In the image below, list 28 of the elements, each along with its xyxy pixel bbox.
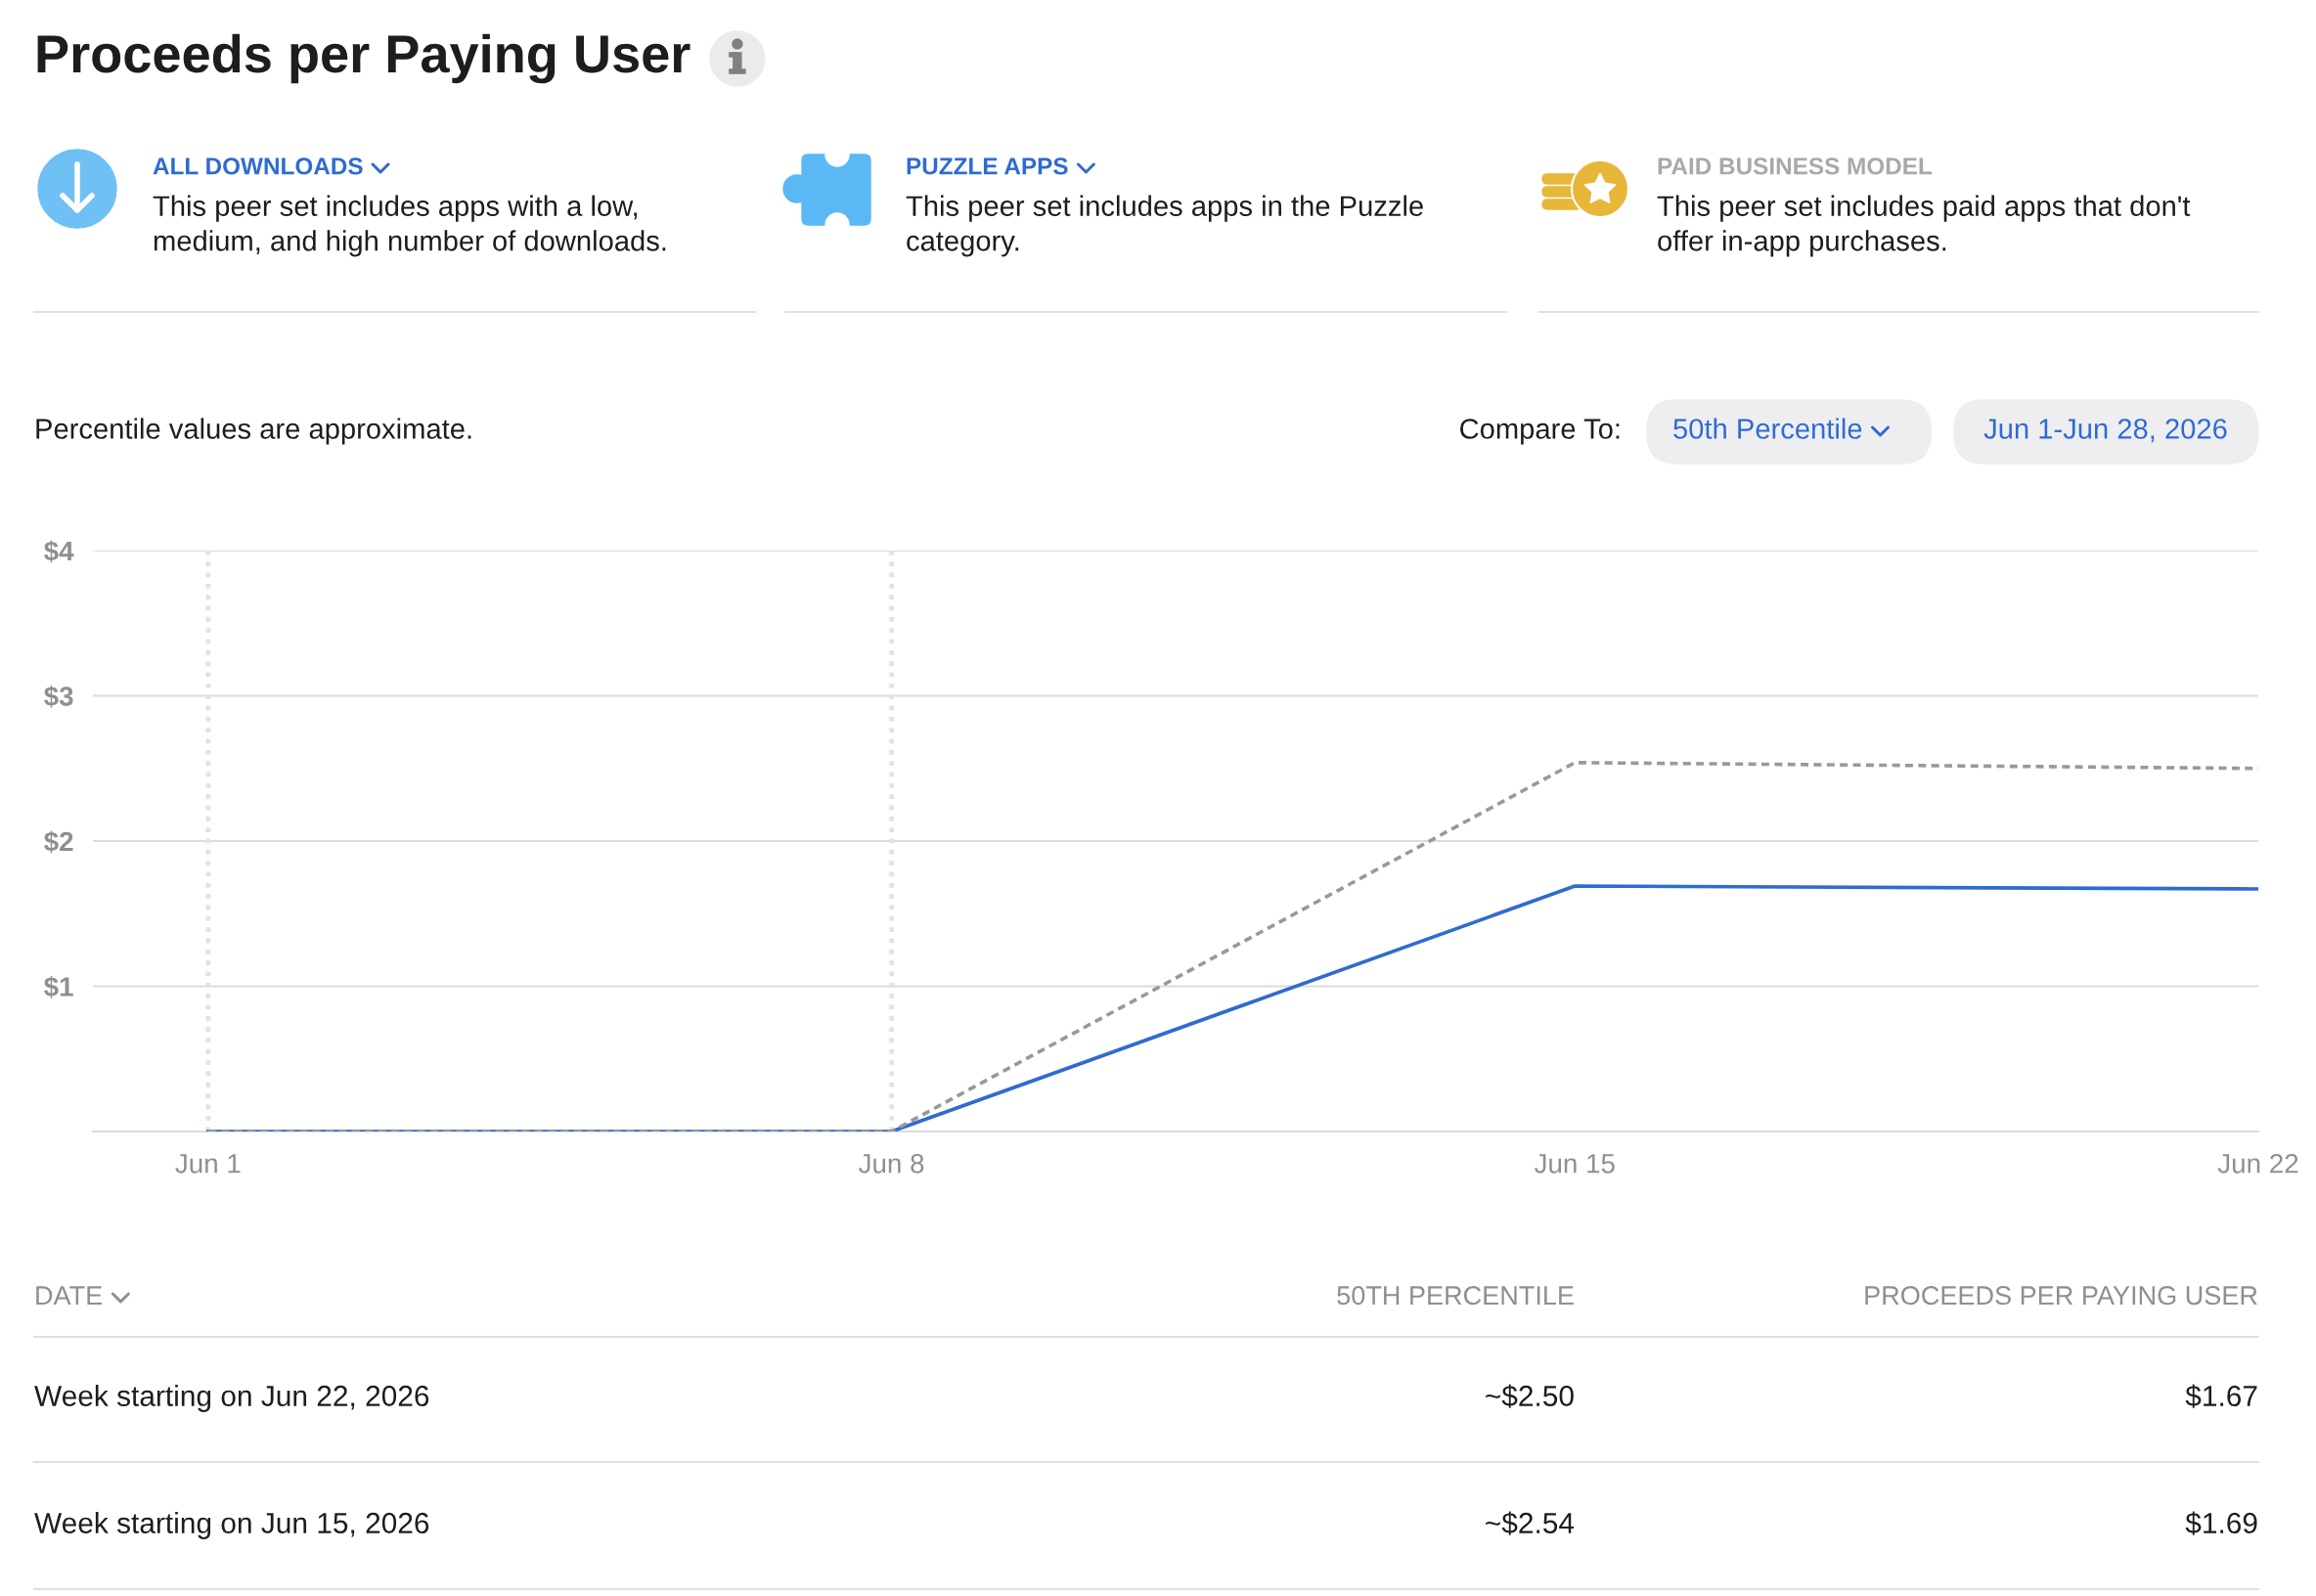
text: ~$2.54 <box>1486 1511 1575 1535</box>
x-tick-label: Jun 1 <box>175 1154 241 1174</box>
text: Week starting on Jun 15, 2026 <box>34 1512 429 1539</box>
text: ALL DOWNLOADS <box>153 157 363 175</box>
text: $1.69 <box>2185 1511 2257 1535</box>
text: ~$2.50 <box>1486 1384 1574 1408</box>
text: Week starting on Jun 22, 2026 <box>34 1385 429 1412</box>
x-tick-label: Jun 8 <box>859 1153 924 1174</box>
text: This peer set includes apps in the Puzzle category. <box>906 195 1423 257</box>
text: PUZZLE APPS <box>907 157 1068 175</box>
y-tick-label: $2 <box>44 830 73 854</box>
text: This peer set includes apps with a low, medium, and high number of downloads. <box>153 195 666 257</box>
x-tick-label: Jun 22 <box>2217 1153 2298 1174</box>
text: $1.67 <box>2185 1384 2257 1408</box>
text: DATE <box>36 1286 103 1305</box>
text: PAID BUSINESS MODEL <box>1658 157 1933 175</box>
text: Percentile values are approximate. <box>36 418 471 445</box>
text: Compare To: <box>1460 419 1620 445</box>
text: This peer set includes paid apps that don't offer in-app purchases. <box>1657 195 2191 257</box>
y-tick-label: $4 <box>44 540 74 563</box>
text: Jun 1-Jun 28, 2026 <box>1983 419 2227 443</box>
x-tick-label: Jun 15 <box>1535 1154 1615 1174</box>
text: 50TH PERCENTILE <box>1337 1286 1574 1306</box>
chart-title: Proceeds per Paying User <box>37 33 690 84</box>
y-tick-label: $3 <box>44 685 73 708</box>
text: 50th Percentile <box>1673 418 1862 439</box>
y-tick-label: $1 <box>44 975 73 998</box>
text: PROCEEDS PER PAYING USER <box>1865 1286 2257 1306</box>
